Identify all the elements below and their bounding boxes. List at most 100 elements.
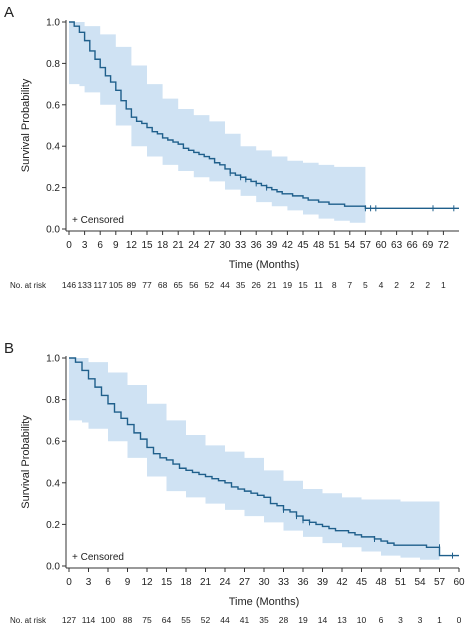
x-tick-label: 72: [438, 240, 450, 251]
at-risk-count: 2: [425, 280, 430, 290]
y-tick-label: 0.6: [46, 437, 60, 448]
at-risk-count: 35: [236, 280, 246, 290]
x-tick-label: 18: [180, 577, 192, 588]
at-risk-count: 52: [201, 615, 211, 625]
y-tick-label: 0.2: [46, 183, 60, 194]
panel-a: A0.00.20.40.60.81.00 3 6 9 12 15 18 21 24 27 30 33 3…: [4, 4, 459, 290]
x-axis-title: Time (Months): [229, 596, 300, 608]
x-tick-label: 30: [219, 240, 231, 251]
at-risk-count: 6: [379, 615, 384, 625]
at-risk-count: 4: [379, 280, 384, 290]
at-risk-count: 89: [127, 280, 137, 290]
at-risk-count: 44: [220, 280, 230, 290]
survival-curve: [69, 21, 459, 209]
x-tick-label: 27: [239, 577, 251, 588]
x-tick-label: 60: [375, 240, 387, 251]
x-tick-label: 15: [161, 577, 173, 588]
at-risk-count: 146: [62, 280, 76, 290]
y-tick-label: 0.0: [46, 225, 60, 236]
x-tick-label: 27: [204, 240, 216, 251]
at-risk-count: 75: [142, 615, 152, 625]
x-tick-label: 18: [157, 240, 169, 251]
at-risk-count: 3: [398, 615, 403, 625]
x-tick-label: 9: [113, 240, 119, 251]
at-risk-count: 5: [363, 280, 368, 290]
at-risk-count: 1: [441, 280, 446, 290]
at-risk-label: No. at risk: [10, 281, 47, 290]
x-tick-label: 6: [97, 240, 103, 251]
x-tick-label: 33: [235, 240, 247, 251]
at-risk-count: 114: [82, 615, 96, 625]
x-tick-label: 66: [407, 240, 419, 251]
confidence-band: [69, 22, 366, 225]
y-tick-label: 0.0: [46, 562, 60, 573]
panel-b: B0.00.20.40.60.81.00 3 6 9 12 15 18 21 24 27 30 33 3…: [4, 340, 465, 625]
at-risk-count: 7: [347, 280, 352, 290]
at-risk-count: 65: [173, 280, 183, 290]
at-risk-count: 105: [109, 280, 123, 290]
at-risk-count: 21: [267, 280, 277, 290]
x-tick-label: 63: [391, 240, 403, 251]
x-tick-label: 36: [251, 240, 263, 251]
x-tick-label: 51: [329, 240, 341, 251]
panel-letter: A: [4, 4, 14, 21]
x-tick-label: 0: [66, 240, 72, 251]
x-tick-label: 33: [278, 577, 290, 588]
x-tick-label: 69: [422, 240, 434, 251]
at-risk-count: 100: [101, 615, 115, 625]
x-axis-title: Time (Months): [229, 259, 300, 271]
x-tick-label: 0: [66, 577, 72, 588]
at-risk-count: 56: [189, 280, 199, 290]
at-risk-count: 133: [78, 280, 92, 290]
at-risk-count: 28: [279, 615, 289, 625]
y-tick-label: 0.6: [46, 100, 60, 111]
y-tick-label: 0.2: [46, 520, 60, 531]
at-risk-count: 13: [337, 615, 347, 625]
x-tick-label: 42: [336, 577, 348, 588]
x-tick-label: 48: [313, 240, 325, 251]
at-risk-count: 64: [162, 615, 172, 625]
y-tick-label: 0.4: [46, 478, 60, 489]
x-tick-label: 36: [297, 577, 309, 588]
at-risk-count: 11: [314, 280, 323, 290]
at-risk-count: 35: [259, 615, 269, 625]
survival-curve: [69, 357, 459, 557]
at-risk-count: 52: [205, 280, 215, 290]
x-tick-label: 39: [266, 240, 278, 251]
y-tick-label: 1.0: [46, 354, 60, 365]
y-tick-label: 1.0: [46, 18, 60, 29]
y-tick-label: 0.4: [46, 142, 60, 153]
at-risk-count: 88: [123, 615, 133, 625]
y-tick-label: 0.8: [46, 395, 60, 406]
at-risk-count: 10: [357, 615, 367, 625]
x-tick-label: 12: [141, 577, 153, 588]
y-tick-label: 0.8: [46, 59, 60, 70]
x-tick-label: 6: [105, 577, 111, 588]
at-risk-count: 26: [251, 280, 261, 290]
at-risk-count: 44: [220, 615, 230, 625]
at-risk-count: 0: [457, 615, 462, 625]
x-tick-label: 45: [356, 577, 368, 588]
at-risk-count: 68: [158, 280, 168, 290]
x-tick-label: 15: [141, 240, 153, 251]
x-tick-label: 3: [82, 240, 88, 251]
x-tick-label: 57: [360, 240, 372, 251]
x-tick-label: 51: [395, 577, 407, 588]
at-risk-count: 19: [298, 615, 308, 625]
x-tick-label: 24: [219, 577, 231, 588]
at-risk-count: 117: [93, 280, 107, 290]
y-axis-title: Survival Probability: [20, 415, 32, 509]
at-risk-count: 2: [410, 280, 415, 290]
x-tick-label: 45: [297, 240, 309, 251]
x-tick-label: 39: [317, 577, 329, 588]
y-axis-title: Survival Probability: [20, 78, 32, 172]
at-risk-label: No. at risk: [10, 616, 47, 625]
at-risk-count: 127: [62, 615, 76, 625]
at-risk-count: 77: [142, 280, 152, 290]
x-tick-label: 42: [282, 240, 294, 251]
panel-letter: B: [4, 340, 14, 357]
confidence-band: [69, 358, 440, 562]
at-risk-count: 3: [418, 615, 423, 625]
at-risk-count: 19: [283, 280, 293, 290]
at-risk-count: 8: [332, 280, 337, 290]
